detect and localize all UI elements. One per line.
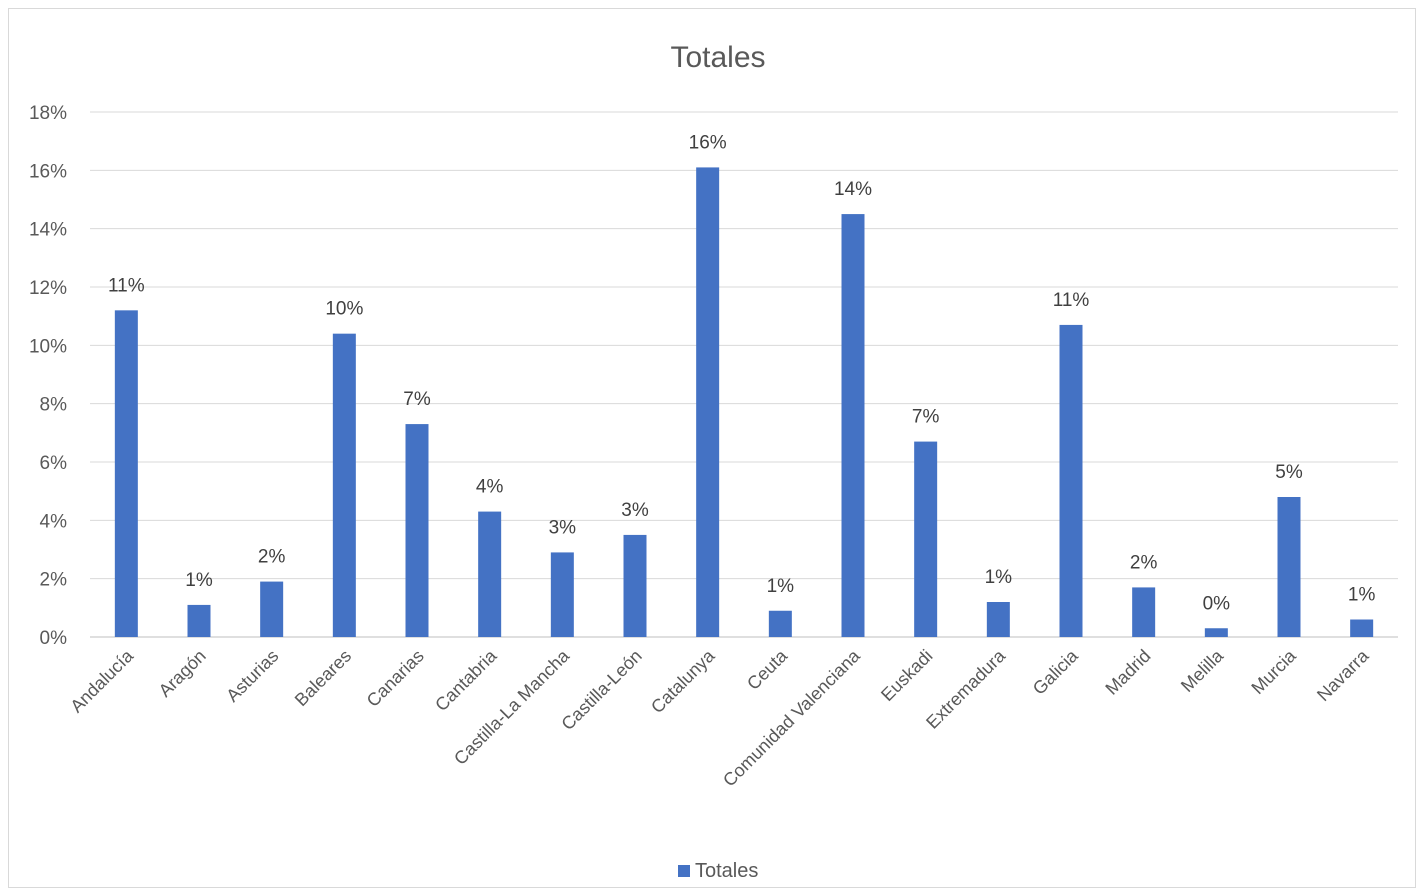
data-label: 16% (689, 132, 727, 153)
bar (1350, 619, 1374, 637)
bar (696, 167, 720, 637)
data-label: 11% (108, 275, 145, 296)
bar (114, 310, 138, 637)
y-tick-label: 4% (40, 511, 68, 532)
bar (550, 552, 574, 637)
data-label: 2% (1130, 552, 1158, 573)
category-label: Extremadura (922, 645, 1010, 733)
category-label: Melilla (1177, 645, 1228, 696)
category-label: Navarra (1313, 645, 1373, 705)
category-label: Madrid (1101, 646, 1154, 699)
bar (914, 441, 938, 637)
bar (1277, 497, 1301, 637)
gridlines (90, 111, 1398, 638)
y-tick-label: 8% (40, 395, 68, 416)
chart-area: Totales 0% 2% 4% 6% 8% 10% 12% 14% 16% 18% 11% 1% 2… (8, 8, 1416, 888)
category-label: Catalunya (647, 645, 719, 717)
category-label: Murcia (1247, 645, 1300, 698)
y-tick-label: 12% (29, 278, 67, 299)
bars (114, 167, 1374, 638)
bar (768, 610, 792, 637)
bar (841, 214, 865, 638)
category-label: Comunidad Valenciana (719, 645, 865, 791)
data-label: 1% (767, 576, 795, 597)
data-label: 3% (549, 517, 577, 538)
data-label: 1% (1348, 585, 1376, 606)
y-tick-label: 2% (40, 570, 68, 591)
bar (1132, 587, 1156, 637)
y-tick-label: 6% (40, 453, 68, 474)
y-axis-ticks: 0% 2% 4% 6% 8% 10% 12% 14% 16% 18% (29, 103, 67, 649)
data-label: 4% (476, 477, 504, 498)
legend: Totales (678, 860, 758, 882)
category-label: Canarias (363, 646, 428, 711)
legend-label-totales: Totales (695, 860, 758, 880)
category-label: Aragón (155, 646, 210, 701)
category-label: Euskadi (877, 646, 936, 705)
category-label: Ceuta (743, 645, 792, 694)
data-labels: 11% 1% 2% 10% 7% 4% 3% 3% 16% 1% 14% 7% 1% 11% 2% 0% 5% 1… (108, 132, 1375, 614)
category-label: Andalucía (66, 645, 137, 716)
category-label: Asturias (222, 646, 282, 706)
data-label: 7% (403, 389, 431, 410)
y-tick-label: 14% (29, 220, 67, 241)
bar-chart: Totales 0% 2% 4% 6% 8% 10% 12% 14% 16% 18% 11% 1% 2… (29, 41, 1398, 882)
y-tick-label: 16% (29, 161, 67, 182)
bar (260, 581, 284, 637)
bar (1204, 628, 1228, 637)
bar (1059, 324, 1083, 637)
bar (332, 333, 356, 637)
chart-title: Totales (670, 41, 765, 74)
bar (478, 511, 502, 637)
bar (986, 602, 1010, 637)
data-label: 11% (1053, 290, 1090, 311)
legend-swatch-totales (678, 865, 690, 877)
y-tick-label: 18% (29, 103, 67, 124)
data-label: 1% (185, 570, 213, 591)
data-label: 5% (1275, 462, 1303, 483)
data-label: 2% (258, 547, 286, 568)
data-label: 10% (325, 299, 363, 320)
data-label: 14% (834, 179, 872, 200)
bar (623, 534, 647, 637)
bar (187, 604, 211, 637)
data-label: 3% (621, 500, 649, 521)
data-label: 7% (912, 407, 940, 428)
data-label: 0% (1203, 593, 1231, 614)
y-tick-label: 0% (40, 628, 68, 649)
category-label: Cantabria (431, 645, 501, 715)
y-tick-label: 10% (29, 336, 67, 357)
data-label: 1% (985, 567, 1013, 588)
bar (405, 424, 429, 637)
category-label: Baleares (291, 646, 355, 710)
category-label: Galicia (1029, 645, 1083, 699)
x-axis-categories: Andalucía Aragón Asturias Baleares Canarias C… (66, 645, 1373, 791)
